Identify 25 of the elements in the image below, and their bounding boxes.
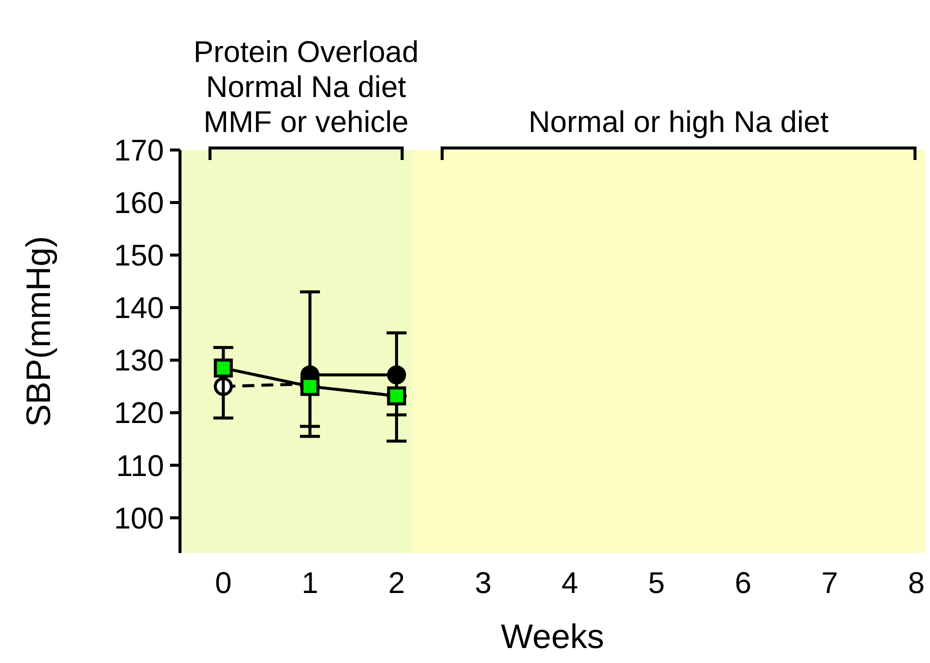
point [387,386,406,406]
x-tick-label: 8 [908,567,925,600]
y-axis-title: SBP(mmHg) [20,236,58,427]
x-tick-label: 6 [734,567,752,600]
y-tick-label: 160 [114,187,164,220]
x-axis-title: Weeks [500,618,604,656]
band-label: Protein Overload Normal Na diet MMF or vehicle [194,36,419,139]
x-tick-label: 3 [474,567,492,600]
y-tick-label: 110 [116,450,164,483]
y-tick-label: 100 [114,502,164,536]
x-tick-label: 2 [388,567,405,600]
y-tick-label: 150 [114,240,164,273]
x-tick-label: 0 [214,567,232,600]
y-tick-label: 140 [114,292,164,326]
band-label: Normal or high Na diet [528,106,830,139]
x-tick-label: 5 [648,567,665,600]
point [387,365,406,384]
x-tick-label: 4 [561,567,578,600]
point [214,358,233,378]
y-tick-label: 130 [114,344,164,378]
y-tick-label: 170 [114,134,164,168]
y-tick-label: 120 [114,397,164,430]
x-tick-label: 7 [821,567,838,600]
x-tick-label: 1 [302,567,318,600]
point [300,376,320,396]
